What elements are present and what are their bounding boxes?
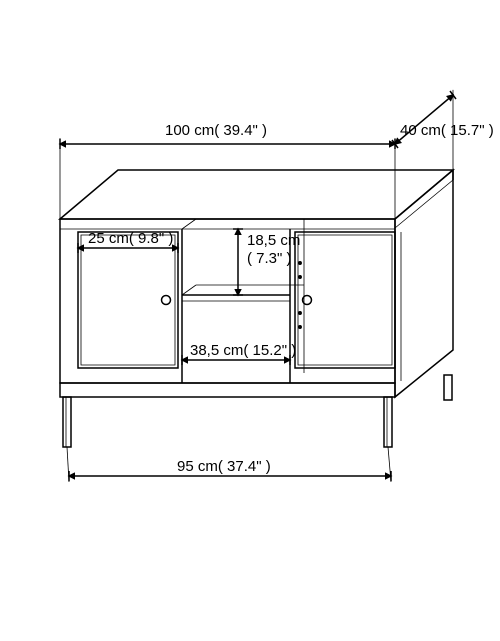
dim-door-width: 25 cm( 9.8" ) bbox=[88, 230, 173, 247]
cabinet-leg bbox=[384, 397, 392, 447]
dim-shelf-width: 38,5 cm( 15.2" ) bbox=[190, 342, 296, 359]
dim-base-width: 95 cm( 37.4" ) bbox=[177, 458, 271, 475]
dim-top-depth: 40 cm( 15.7" ) bbox=[400, 122, 494, 139]
cabinet-leg bbox=[63, 397, 71, 447]
dim-top-width: 100 cm( 39.4" ) bbox=[165, 122, 267, 139]
dim-shelf-height-sub: ( 7.3" ) bbox=[247, 250, 292, 267]
dim-shelf-height: 18,5 cm bbox=[247, 232, 300, 249]
top-surface bbox=[60, 170, 453, 219]
front-plank bbox=[60, 383, 395, 397]
